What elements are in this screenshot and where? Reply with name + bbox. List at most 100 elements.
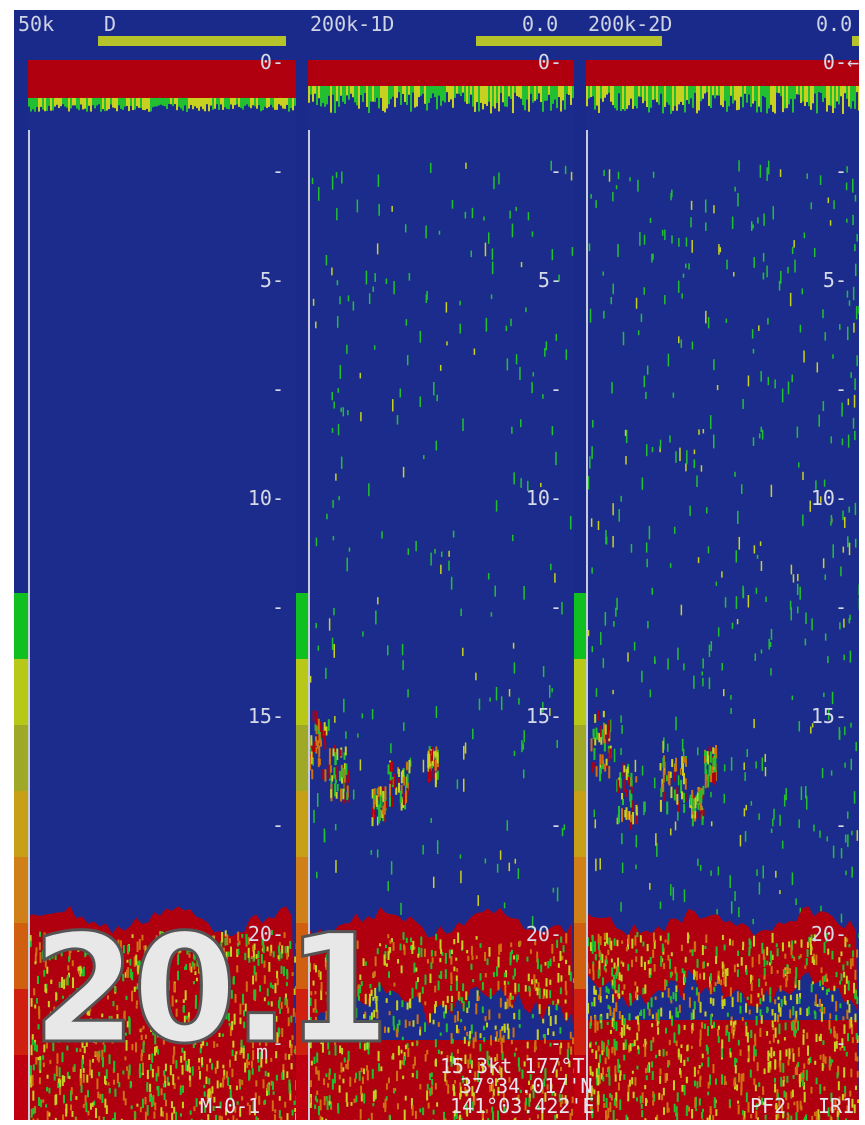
seabed-echo-speck [94, 1052, 97, 1056]
seabed-echo-speck [738, 1073, 741, 1083]
plankton-echo-speck [361, 713, 364, 719]
seabed-echo-speck [71, 960, 74, 967]
plankton-echo-speck [452, 530, 455, 538]
seabed-echo-speck [444, 952, 447, 964]
surface-echo-speck [524, 86, 526, 111]
seabed-echo-speck [426, 1083, 429, 1090]
surface-echo-speck [612, 86, 614, 106]
seabed-echo-speck [545, 978, 548, 987]
seabed-echo-speck [779, 1007, 782, 1017]
fish-echo-speck [313, 741, 316, 753]
seabed-echo-speck [542, 1018, 545, 1024]
surface-echo-speck [280, 98, 282, 106]
seabed-echo-speck [751, 956, 754, 968]
seabed-echo-speck [142, 1025, 145, 1030]
plankton-echo-speck [853, 394, 856, 408]
seabed-echo-speck [444, 969, 447, 979]
seabed-echo-speck [80, 1034, 83, 1041]
fish-echo-speck [404, 799, 407, 810]
longitude-readout: 141°03.422'E [450, 1094, 595, 1118]
plankton-echo-speck [459, 323, 461, 334]
seabed-echo-speck [783, 995, 786, 1004]
seabed-echo-speck [66, 1045, 69, 1051]
seabed-echo-speck [521, 1069, 524, 1079]
seabed-echo-speck [69, 939, 72, 945]
plankton-echo-speck [430, 817, 432, 824]
surface-echo-speck [406, 86, 408, 105]
seabed-echo-speck [57, 1019, 60, 1025]
surface-echo-speck [482, 86, 484, 110]
seabed-echo-speck [204, 990, 207, 999]
seabed-echo-speck [786, 1075, 789, 1083]
plankton-echo-speck [755, 761, 757, 769]
surface-echo-speck [748, 86, 750, 95]
plankton-echo-speck [827, 197, 830, 204]
surface-echo-speck [278, 98, 280, 105]
seabed-echo-speck [125, 969, 128, 978]
seabed-echo-speck [207, 993, 210, 1005]
seabed-echo-speck [189, 963, 192, 971]
plankton-echo-speck [734, 186, 736, 192]
plankton-echo-speck [677, 775, 680, 786]
seabed-echo-speck [184, 1027, 187, 1036]
seabed-echo-speck [461, 940, 464, 950]
plankton-echo-speck [760, 426, 762, 433]
seabed-echo-speck [114, 1112, 117, 1120]
fish-echo-speck [602, 710, 605, 718]
seabed-echo-speck [836, 1033, 839, 1040]
seabed-echo-speck [263, 960, 266, 968]
seabed-echo-speck [44, 944, 47, 953]
seabed-echo-speck [83, 1031, 86, 1038]
plankton-echo-speck [635, 297, 638, 309]
seabed-echo-speck [556, 939, 559, 948]
plankton-echo-speck [674, 821, 677, 831]
plankton-echo-speck [401, 643, 404, 656]
surface-echo-speck [852, 86, 854, 102]
plankton-echo-speck [617, 243, 619, 258]
surface-echo-speck [430, 86, 432, 99]
seabed-echo-speck [655, 1054, 658, 1059]
fish-echo-speck [621, 808, 624, 823]
seabed-echo-speck [789, 1009, 792, 1019]
plankton-echo-speck [762, 252, 765, 262]
seabed-echo-speck [182, 939, 185, 946]
plankton-echo-speck [752, 918, 754, 925]
seabed-echo-speck [111, 1118, 114, 1120]
plankton-echo-speck [731, 622, 734, 629]
seabed-echo-speck [456, 1057, 459, 1062]
plankton-echo-speck [821, 768, 824, 779]
depth-unit: m [256, 1040, 269, 1064]
seabed-echo-speck [634, 981, 637, 986]
seabed-echo-speck [288, 1054, 291, 1060]
seabed-echo-speck [752, 935, 755, 947]
seabed-echo-speck [469, 1059, 472, 1065]
seabed-echo-speck [347, 1050, 350, 1062]
plankton-echo-speck [422, 844, 424, 855]
plankton-echo-speck [333, 401, 335, 409]
seabed-echo-speck [507, 1028, 510, 1040]
seabed-echo-speck [431, 957, 434, 964]
surface-echo-speck [856, 86, 858, 93]
seabed-echo-speck [699, 1029, 702, 1040]
seabed-echo-speck [56, 1053, 59, 1064]
seabed-echo-speck [190, 1038, 193, 1043]
fish-echo-speck [699, 802, 702, 812]
seabed-echo-speck [133, 956, 136, 967]
seabed-echo-speck [769, 987, 772, 995]
seabed-echo-speck [597, 933, 600, 944]
seabed-echo-speck [785, 1092, 788, 1101]
seabed-echo-speck [63, 945, 66, 950]
seabed-echo-speck [729, 1048, 732, 1055]
plankton-echo-speck [311, 177, 314, 184]
plankton-echo-speck [556, 740, 558, 749]
seabed-echo-speck [743, 1111, 746, 1120]
surface-echo-speck [842, 86, 844, 114]
surface-echo-speck [692, 86, 694, 108]
seabed-echo-speck [555, 1003, 558, 1011]
seabed-echo-speck [396, 1070, 399, 1082]
fish-echo-speck [406, 773, 409, 788]
seabed-echo-speck [247, 947, 250, 959]
seabed-echo-speck [615, 1092, 618, 1102]
seabed-echo-speck [289, 941, 292, 949]
seabed-echo-speck [656, 1020, 659, 1027]
